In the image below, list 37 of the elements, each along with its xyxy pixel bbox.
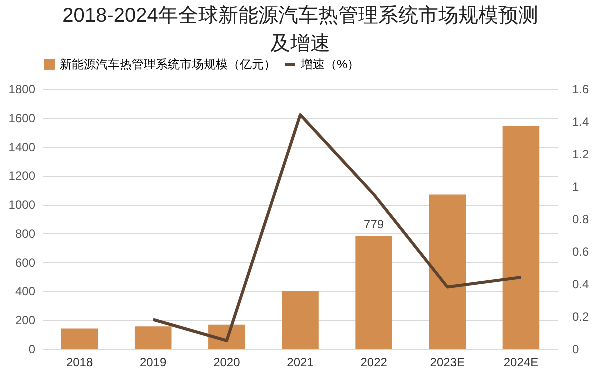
y2-tick-label: 0.2 (572, 310, 590, 324)
legend-label: 增速（%） (300, 58, 360, 72)
x-tick-label: 2019 (140, 356, 168, 370)
y2-tick-label: 1.2 (572, 148, 590, 162)
x-tick-label: 2018 (66, 356, 94, 370)
y2-tick-label: 1.4 (572, 115, 590, 129)
y-tick-label: 1200 (8, 169, 36, 184)
y2-tick-label: 0.4 (572, 278, 590, 292)
bar (134, 326, 172, 349)
x-tick-label: 2022 (360, 356, 388, 370)
y-tick-label: 600 (15, 256, 36, 270)
x-tick-label: 2021 (287, 356, 314, 370)
y2-tick-label: 0.6 (572, 245, 590, 259)
y2-tick-label: 1.6 (572, 82, 590, 96)
y2-tick-label: 1 (572, 180, 580, 194)
bar (429, 194, 466, 349)
x-tick-label: 2023E (430, 356, 465, 370)
y2-tick-label: 0.8 (572, 212, 590, 226)
y-tick-label: 800 (15, 226, 36, 241)
y-tick-label: 1600 (8, 111, 36, 126)
y-tick-label: 1400 (8, 140, 36, 154)
bar (282, 291, 319, 349)
data-label: 779 (364, 217, 384, 232)
line-series (152, 114, 523, 342)
x-tick-label: 2020 (214, 356, 241, 370)
legend-label: 新能源汽车热管理系统市场规模（亿元） (60, 58, 276, 72)
y2-tick-label: 0 (572, 342, 580, 356)
y-tick-label: 400 (15, 284, 36, 299)
bar (356, 236, 392, 349)
chart-title: 2018-2024年全球新能源汽车热管理系统市场规模预测及增速 (62, 5, 538, 55)
x-tick-label: 2024E (504, 356, 539, 370)
bar (502, 126, 540, 349)
y-tick-label: 0 (28, 342, 36, 356)
bar (61, 328, 98, 349)
y-tick-label: 200 (15, 314, 36, 328)
y-tick-label: 1800 (8, 82, 36, 96)
y-tick-label: 1000 (8, 198, 36, 212)
